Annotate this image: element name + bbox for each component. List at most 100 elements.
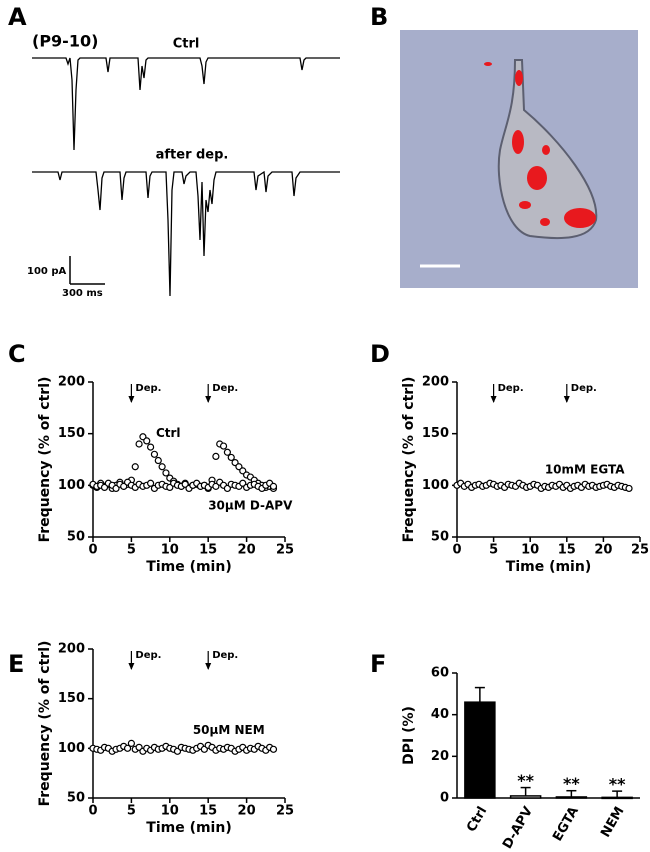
- y-axis-label: DPI (%): [401, 706, 417, 765]
- significance: **: [563, 774, 580, 793]
- dep-label: Dep.: [135, 650, 161, 661]
- y-tick-label: 100: [58, 478, 85, 493]
- x-tick-label: D-APV: [500, 804, 536, 851]
- annotation: 100 pA: [27, 266, 67, 277]
- data-point: [135, 440, 143, 448]
- dep-arrowhead: [563, 396, 570, 403]
- y-tick-label: 60: [431, 666, 449, 681]
- y-axis-label: Frequency (% of ctrl): [37, 377, 53, 543]
- x-tick-label: 15: [199, 543, 217, 558]
- y-tick-label: 100: [422, 478, 449, 493]
- annotation: 300 ms: [62, 288, 103, 299]
- x-tick-label: 10: [161, 804, 179, 819]
- bar: [555, 796, 588, 799]
- data-point: [219, 442, 228, 450]
- x-tick-label: 25: [631, 543, 649, 558]
- significance: **: [609, 775, 626, 794]
- series-label: Ctrl: [156, 426, 181, 440]
- trace-ctrl: [32, 57, 340, 151]
- data-point: [212, 452, 220, 460]
- dep-arrowhead: [490, 396, 497, 403]
- y-tick-label: 150: [422, 426, 449, 441]
- y-tick-label: 200: [58, 642, 85, 657]
- dep-label: Dep.: [571, 383, 597, 394]
- panel-label: D: [370, 340, 390, 368]
- y-tick-label: 150: [58, 691, 85, 706]
- annotation: after dep.: [156, 148, 229, 163]
- x-tick-label: 15: [199, 804, 217, 819]
- x-tick-label: 25: [276, 543, 294, 558]
- data-point: [158, 463, 166, 471]
- data-point: [131, 463, 139, 471]
- dep-label: Dep.: [498, 383, 524, 394]
- data-point: [147, 479, 155, 487]
- x-tick-label: 0: [88, 543, 97, 558]
- dep-arrowhead: [128, 396, 135, 403]
- x-tick-label: 0: [452, 543, 461, 558]
- y-tick-label: 0: [440, 791, 449, 806]
- x-tick-label: 20: [238, 804, 256, 819]
- y-tick-label: 100: [58, 741, 85, 756]
- y-tick-label: 50: [67, 791, 85, 806]
- x-tick-label: 25: [276, 804, 294, 819]
- dep-arrowhead: [205, 396, 212, 403]
- x-tick-label: 20: [594, 543, 612, 558]
- series-label: 50μM NEM: [193, 723, 265, 737]
- trace-after-dep: [32, 170, 340, 297]
- y-tick-label: 150: [58, 426, 85, 441]
- dep-arrowhead: [128, 663, 135, 670]
- x-tick-label: 5: [489, 543, 498, 558]
- y-tick-label: 40: [431, 707, 449, 722]
- y-tick-label: 50: [67, 530, 85, 545]
- x-tick-label: 5: [127, 543, 136, 558]
- x-tick-label: 10: [161, 543, 179, 558]
- panel-label: A: [8, 3, 27, 31]
- annotation: Ctrl: [173, 37, 200, 52]
- x-tick-label: NEM: [598, 804, 627, 840]
- data-point: [154, 456, 162, 465]
- dep-arrowhead: [205, 663, 212, 670]
- data-point: [123, 744, 132, 752]
- x-axis-label: Time (min): [506, 559, 591, 575]
- x-tick-label: 10: [521, 543, 539, 558]
- x-tick-label: 0: [88, 804, 97, 819]
- data-point: [143, 437, 151, 445]
- series-label: 30μM D-APV: [208, 499, 293, 513]
- x-tick-label: 20: [238, 543, 256, 558]
- y-axis-label: Frequency (% of ctrl): [401, 377, 417, 543]
- x-tick-label: Ctrl: [464, 804, 490, 835]
- x-axis-label: Time (min): [146, 559, 231, 575]
- x-tick-label: EGTA: [550, 804, 582, 844]
- panel-label: E: [8, 650, 24, 678]
- bar: [509, 795, 542, 799]
- y-tick-label: 200: [58, 375, 85, 390]
- x-tick-label: 15: [558, 543, 576, 558]
- data-point: [150, 450, 159, 458]
- y-tick-label: 200: [422, 375, 449, 390]
- y-tick-label: 50: [431, 530, 449, 545]
- x-tick-label: 5: [127, 804, 136, 819]
- series-label: 10mM EGTA: [545, 462, 625, 476]
- data-point: [269, 745, 278, 753]
- bar: [464, 701, 496, 799]
- panel-label: C: [8, 340, 26, 368]
- y-axis-label: Frequency (% of ctrl): [37, 641, 53, 807]
- data-point: [227, 453, 235, 462]
- red-puncta: [484, 62, 596, 228]
- dep-label: Dep.: [135, 383, 161, 394]
- significance: **: [517, 771, 534, 790]
- data-point: [162, 469, 170, 477]
- dep-label: Dep.: [212, 650, 238, 661]
- data-point: [223, 448, 231, 456]
- x-axis-label: Time (min): [146, 820, 231, 836]
- data-point: [625, 484, 633, 493]
- data-point: [127, 739, 135, 747]
- panel-label: B: [370, 3, 388, 31]
- y-tick-label: 20: [431, 749, 449, 764]
- panel-label: F: [370, 650, 386, 678]
- bar: [601, 796, 633, 800]
- data-point: [269, 482, 278, 490]
- subtitle: (P9-10): [32, 32, 98, 51]
- data-point: [147, 443, 155, 451]
